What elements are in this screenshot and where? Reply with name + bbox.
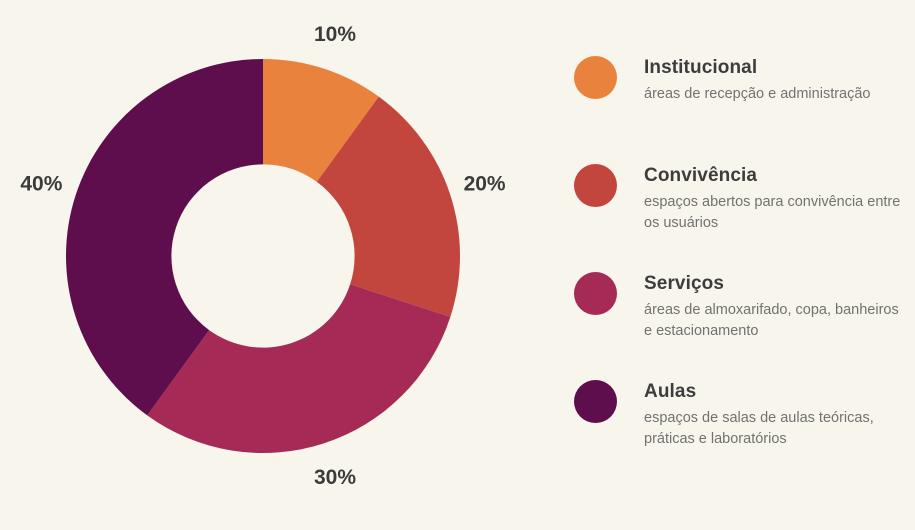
percent-label-institucional: 10% bbox=[314, 23, 356, 46]
legend-swatch-convivencia-icon bbox=[574, 164, 617, 207]
legend-label-aulas: Aulas bbox=[644, 381, 697, 402]
legend-label-convivencia: Convivência bbox=[644, 165, 758, 186]
legend-description-convivencia: espaços abertos para convivência entre o… bbox=[644, 194, 901, 232]
legend-item-servicos: Serviços áreas de almoxarifado, copa, ba… bbox=[574, 272, 904, 380]
legend: Institucional áreas de recepção e admini… bbox=[574, 56, 904, 488]
legend-swatch-aulas-icon bbox=[574, 380, 617, 423]
percent-label-servicos: 30% bbox=[314, 466, 356, 489]
legend-label-servicos: Serviços bbox=[644, 273, 725, 294]
legend-text-block: Aulas espaços de salas de aulas teóricas… bbox=[644, 380, 904, 450]
legend-item-convivencia: Convivência espaços abertos para convivê… bbox=[574, 164, 904, 272]
legend-description-servicos: áreas de almoxarifado, copa, banheiros e… bbox=[644, 302, 899, 340]
legend-description-aulas: espaços de salas de aulas teóricas, prát… bbox=[644, 410, 874, 448]
legend-swatch-institucional-icon bbox=[574, 56, 617, 99]
legend-label-institucional: Institucional bbox=[644, 57, 758, 78]
donut-segment-institucional bbox=[263, 59, 379, 182]
percent-label-aulas: 40% bbox=[20, 173, 62, 196]
legend-swatch-servicos-icon bbox=[574, 272, 617, 315]
donut-segment-convivencia bbox=[316, 96, 461, 317]
legend-item-aulas: Aulas espaços de salas de aulas teóricas… bbox=[574, 380, 904, 488]
legend-description-institucional: áreas de recepção e administração bbox=[644, 86, 871, 102]
percent-label-convivencia: 20% bbox=[464, 173, 506, 196]
legend-text-block: Serviços áreas de almoxarifado, copa, ba… bbox=[644, 272, 904, 342]
legend-text-block: Convivência espaços abertos para convivê… bbox=[644, 164, 904, 234]
legend-item-institucional: Institucional áreas de recepção e admini… bbox=[574, 56, 904, 164]
donut-segment-servicos bbox=[147, 284, 451, 454]
donut-segment-aulas bbox=[65, 59, 263, 416]
donut-chart: 10% 20% 30% 40% bbox=[20, 23, 506, 489]
legend-text-block: Institucional áreas de recepção e admini… bbox=[644, 56, 871, 105]
